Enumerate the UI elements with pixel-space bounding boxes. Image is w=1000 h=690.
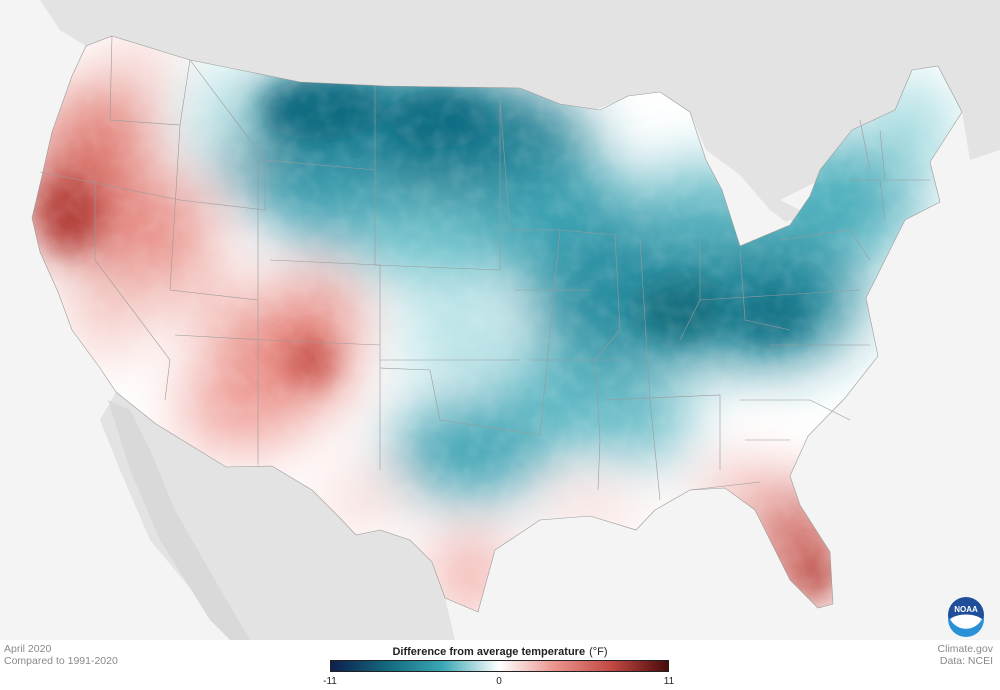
legend-max-label: 11 [663,676,675,687]
footer-left: April 2020 Compared to 1991-2020 [4,643,118,667]
footer: April 2020 Compared to 1991-2020 Differe… [0,640,1000,690]
state-borders [31,35,963,613]
legend-unit: (°F) [589,646,608,658]
temperature-anomaly-map: NOAA [0,0,1000,640]
footer-right: Climate.gov Data: NCEI [938,643,993,667]
noaa-logo-text: NOAA [954,605,978,614]
site-label: Climate.gov [937,643,993,655]
baseline-label: Compared to 1991-2020 [4,655,118,667]
noaa-logo: NOAA [948,597,984,637]
date-label: April 2020 [4,643,52,655]
legend-mid-label: 0 [496,676,502,687]
canada-land [0,0,1000,225]
map-area: NOAA [0,0,1000,640]
legend-title-text: Difference from average temperature [392,646,586,658]
legend-title: Difference from average temperature (°F) [0,646,1000,658]
legend-min-label: -11 [323,676,337,687]
source-label: Data: NCEI [939,655,993,667]
baja-peninsula [108,400,250,640]
legend-colorbar [330,660,669,672]
